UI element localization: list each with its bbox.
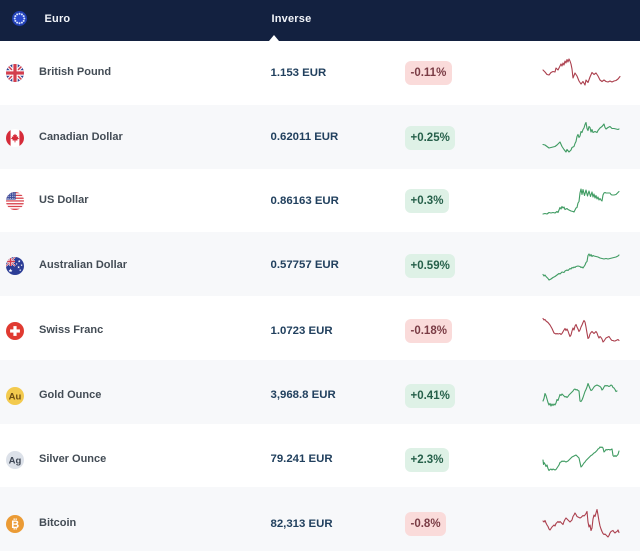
svg-text:B: B xyxy=(11,519,19,531)
svg-text:Ag: Ag xyxy=(9,455,22,466)
svg-text:Au: Au xyxy=(9,391,22,402)
